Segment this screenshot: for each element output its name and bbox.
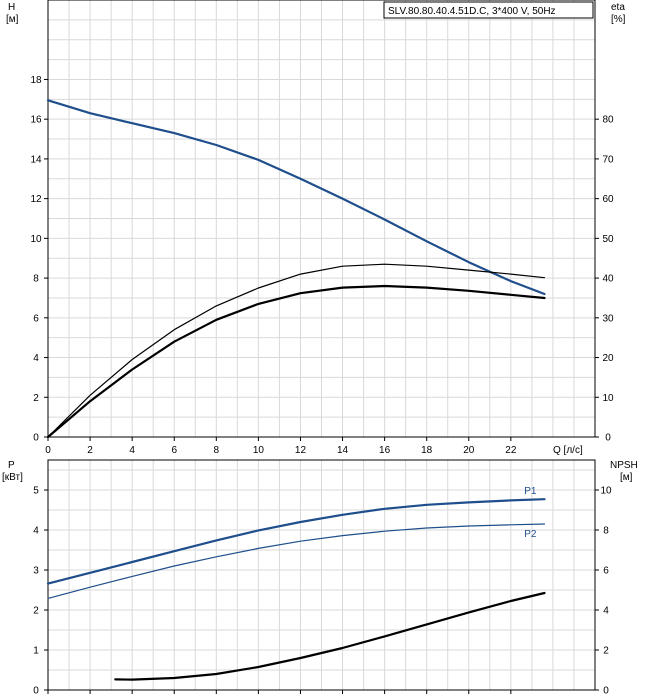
x-tick-label: 0: [45, 445, 51, 456]
left-tick-label: 2: [33, 393, 39, 404]
power-chart-ticks: 0 1 2 3 4 5 0 2 4 6 8 10: [33, 486, 612, 697]
x-tick-label: 10: [253, 445, 265, 456]
left-tick-label: 6: [33, 313, 39, 324]
series-line-curve-2: [114, 591, 546, 681]
x-tick-label: 18: [421, 445, 433, 456]
npsh-axis-label-name: NPSH: [610, 460, 638, 471]
series-line-curve-2: [46, 284, 546, 439]
left-tick-label: 12: [30, 194, 42, 205]
left-tick-label: 18: [30, 75, 42, 86]
left-tick-label: 3: [33, 566, 39, 577]
right-axis-label-unit: [%]: [611, 14, 626, 25]
head-chart-frame: [47, 0, 596, 438]
left-axis-label-name: H: [8, 2, 15, 13]
left-tick-label: 4: [33, 526, 39, 537]
power-chart-grid: [48, 460, 595, 690]
right-tick-label: 60: [602, 194, 614, 205]
head-chart-ticks: 0 2 4 6 8 10 12 14 16 18 0 10 20 30 40 50 60 70 80 0 2 4 6 8 10 1…: [30, 75, 614, 456]
right-tick-label: 0: [605, 433, 611, 444]
series-line-curve-1: [47, 263, 546, 438]
x-tick-label: 12: [295, 445, 307, 456]
right-tick-label: 2: [603, 646, 609, 657]
left-tick-label: 4: [33, 353, 39, 364]
right-tick-label: 40: [602, 274, 614, 285]
x-tick-label: 4: [129, 445, 135, 456]
right-tick-label: 8: [603, 526, 609, 537]
power-chart-series: P1 P2: [46, 486, 546, 681]
right-tick-label: 0: [603, 686, 609, 697]
head-chart-grid: [48, 0, 595, 437]
right-tick-label: 4: [603, 606, 609, 617]
right-tick-label: 50: [602, 234, 614, 245]
x-tick-label: 2: [87, 445, 93, 456]
title-box: [383, 1, 594, 19]
head-chart-series: [46, 99, 546, 439]
right-tick-label: 10: [602, 393, 614, 404]
x-tick-label: 20: [463, 445, 475, 456]
x-tick-label: 22: [505, 445, 517, 456]
right-tick-label: 70: [602, 154, 614, 165]
right-tick-label: 10: [600, 486, 612, 497]
right-tick-label: 30: [602, 313, 614, 324]
left-tick-label: 2: [33, 606, 39, 617]
head-efficiency-chart: 0 2 4 6 8 10 12 14 16 18 0 10 20 30 40 50 60 70 80 0 2 4 6 8 10 1…: [6, 0, 626, 456]
x-tick-label: 16: [379, 445, 391, 456]
right-tick-label: 80: [602, 115, 614, 126]
right-tick-label: 20: [602, 353, 614, 364]
left-tick-label: 0: [33, 433, 39, 444]
left-tick-label: 0: [33, 686, 39, 697]
power-axis-label-unit: [кВт]: [2, 472, 23, 483]
left-tick-label: 10: [30, 234, 42, 245]
power-chart-frame: [47, 459, 596, 691]
power-npsh-chart: 0 1 2 3 4 5 0 2 4 6 8 10 P1 P2 P [кВт] NPSH [м]: [2, 459, 638, 697]
left-tick-label: 8: [33, 274, 39, 285]
left-tick-label: 1: [33, 646, 39, 657]
x-tick-label: 6: [171, 445, 177, 456]
right-tick-label: 6: [603, 566, 609, 577]
right-axis-label-name: eta: [611, 2, 625, 13]
x-tick-label: 8: [214, 445, 220, 456]
npsh-axis-label-unit: [м]: [620, 472, 633, 483]
left-tick-label: 14: [30, 154, 42, 165]
series-line-p2: [47, 523, 546, 600]
left-tick-label: 16: [30, 115, 42, 126]
left-axis-label-unit: [м]: [6, 14, 19, 25]
series-label-p1: P1: [524, 486, 537, 497]
chart-title: SLV.80.80.40.4.51D.C, 3*400 V, 50Hz: [388, 6, 556, 17]
left-tick-label: 5: [33, 486, 39, 497]
series-label-p2: P2: [524, 529, 537, 540]
x-axis-label: Q [л/с]: [553, 445, 583, 456]
power-axis-label-name: P: [8, 460, 15, 471]
x-tick-label: 14: [337, 445, 349, 456]
series-line-curve-0: [46, 99, 546, 296]
series-line-p1: [46, 498, 546, 585]
